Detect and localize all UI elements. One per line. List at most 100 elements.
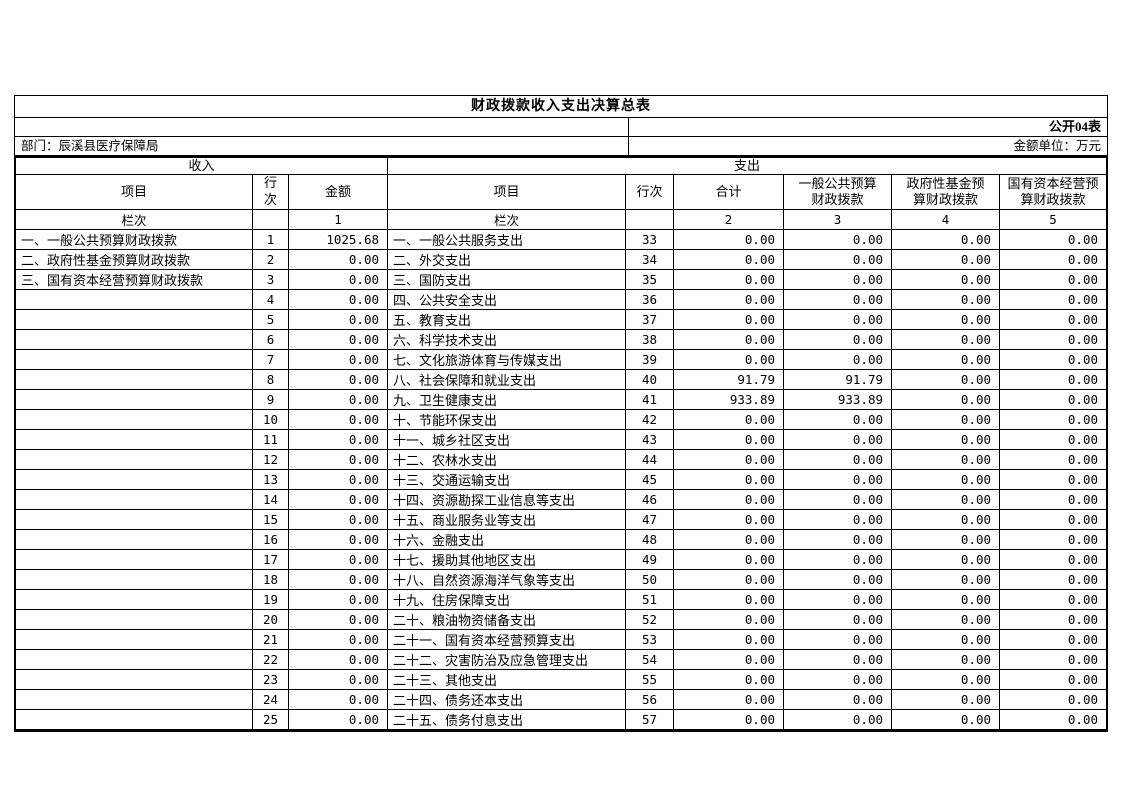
expenditure-general-public-budget: 0.00 bbox=[783, 449, 893, 471]
expenditure-line-no: 49 bbox=[625, 549, 675, 571]
revenue-expenditure-grid: 收入 支出 项目 行次 金额 项目 行次 合计 一般公共预算 财政拨款 政府性基… bbox=[14, 156, 1107, 731]
expenditure-line-no: 40 bbox=[625, 369, 675, 391]
table-row: 22 0.00 二十二、灾害防治及应急管理支出 54 0.00 0.00 0.0… bbox=[15, 649, 1107, 671]
revenue-line-no: 3 bbox=[252, 269, 289, 291]
revenue-item bbox=[15, 589, 253, 611]
expenditure-general-public-budget: 0.00 bbox=[783, 689, 893, 711]
expenditure-item: 二、外交支出 bbox=[387, 249, 627, 271]
expenditure-total: 0.00 bbox=[673, 629, 785, 651]
revenue-line-no: 20 bbox=[252, 609, 289, 631]
expenditure-govt-fund-budget: 0.00 bbox=[891, 649, 1001, 671]
revenue-amount: 0.00 bbox=[287, 329, 389, 351]
revenue-line-no: 23 bbox=[252, 669, 289, 691]
expenditure-item: 十四、资源勘探工业信息等支出 bbox=[387, 489, 627, 511]
expenditure-state-capital-budget: 0.00 bbox=[999, 249, 1107, 271]
expenditure-govt-fund-budget: 0.00 bbox=[891, 569, 1001, 591]
revenue-amount: 0.00 bbox=[287, 409, 389, 431]
expenditure-govt-fund-budget: 0.00 bbox=[891, 709, 1001, 731]
table-row: 10 0.00 十、节能环保支出 42 0.00 0.00 0.00 0.00 bbox=[15, 409, 1107, 431]
expenditure-total: 0.00 bbox=[673, 469, 785, 491]
revenue-line-no: 7 bbox=[252, 349, 289, 371]
revenue-line-no: 18 bbox=[252, 569, 289, 591]
expenditure-line-no: 38 bbox=[625, 329, 675, 351]
expenditure-total: 91.79 bbox=[673, 369, 785, 391]
expenditure-govt-fund-budget: 0.00 bbox=[891, 289, 1001, 311]
expenditure-total: 0.00 bbox=[673, 349, 785, 371]
revenue-amount: 0.00 bbox=[287, 649, 389, 671]
unit-label: 金额单位：万元 bbox=[1013, 139, 1101, 153]
revenue-column-index-label: 栏次 bbox=[15, 209, 253, 231]
column-index-row: 栏次 1 栏次 2 3 4 5 bbox=[15, 209, 1107, 231]
expenditure-line-no: 46 bbox=[625, 489, 675, 511]
revenue-line-no: 16 bbox=[252, 529, 289, 551]
expenditure-govt-fund-budget: 0.00 bbox=[891, 549, 1001, 571]
expenditure-item: 十二、农林水支出 bbox=[387, 449, 627, 471]
expenditure-govt-fund-budget: 0.00 bbox=[891, 689, 1001, 711]
table-row: 二、政府性基金预算财政拨款 2 0.00 二、外交支出 34 0.00 0.00… bbox=[15, 249, 1107, 271]
revenue-amount: 0.00 bbox=[287, 249, 389, 271]
revenue-item: 二、政府性基金预算财政拨款 bbox=[15, 249, 253, 271]
expenditure-general-public-budget: 0.00 bbox=[783, 229, 893, 251]
revenue-amount: 0.00 bbox=[287, 529, 389, 551]
expenditure-total: 0.00 bbox=[673, 309, 785, 331]
expenditure-item: 十九、住房保障支出 bbox=[387, 589, 627, 611]
table-row: 8 0.00 八、社会保障和就业支出 40 91.79 91.79 0.00 0… bbox=[15, 369, 1107, 391]
revenue-amount: 0.00 bbox=[287, 429, 389, 451]
expenditure-line-no: 39 bbox=[625, 349, 675, 371]
expenditure-state-capital-budget: 0.00 bbox=[999, 589, 1107, 611]
table-row: 6 0.00 六、科学技术支出 38 0.00 0.00 0.00 0.00 bbox=[15, 329, 1107, 351]
expenditure-state-capital-budget: 0.00 bbox=[999, 449, 1107, 471]
expenditure-general-public-budget: 0.00 bbox=[783, 469, 893, 491]
revenue-amount: 0.00 bbox=[287, 289, 389, 311]
revenue-item bbox=[15, 669, 253, 691]
expenditure-item: 二十三、其他支出 bbox=[387, 669, 627, 691]
column-index-3: 3 bbox=[783, 209, 893, 231]
expenditure-total: 0.00 bbox=[673, 549, 785, 571]
expenditure-line-no: 43 bbox=[625, 429, 675, 451]
revenue-line-no: 17 bbox=[252, 549, 289, 571]
table-code-row: 公开04表 bbox=[15, 118, 1107, 137]
revenue-line-no: 15 bbox=[252, 509, 289, 531]
expenditure-govt-fund-budget: 0.00 bbox=[891, 369, 1001, 391]
revenue-line-no: 4 bbox=[252, 289, 289, 311]
revenue-amount: 0.00 bbox=[287, 489, 389, 511]
expenditure-state-capital-budget: 0.00 bbox=[999, 329, 1107, 351]
expenditure-column-index-label: 栏次 bbox=[387, 209, 627, 231]
expenditure-line-no: 51 bbox=[625, 589, 675, 611]
expenditure-govt-fund-budget: 0.00 bbox=[891, 429, 1001, 451]
expenditure-general-public-budget: 0.00 bbox=[783, 329, 893, 351]
revenue-amount: 0.00 bbox=[287, 549, 389, 571]
expenditure-general-public-budget: 0.00 bbox=[783, 509, 893, 531]
expenditure-general-public-budget: 0.00 bbox=[783, 489, 893, 511]
expenditure-govt-fund-budget: 0.00 bbox=[891, 629, 1001, 651]
expenditure-govt-fund-budget: 0.00 bbox=[891, 309, 1001, 331]
expenditure-govt-fund-budget: 0.00 bbox=[891, 229, 1001, 251]
revenue-amount: 0.00 bbox=[287, 349, 389, 371]
revenue-line-no: 6 bbox=[252, 329, 289, 351]
expenditure-item: 十三、交通运输支出 bbox=[387, 469, 627, 491]
expenditure-item: 九、卫生健康支出 bbox=[387, 389, 627, 411]
expenditure-govt-fund-budget: 0.00 bbox=[891, 329, 1001, 351]
expenditure-govt-fund-budget: 0.00 bbox=[891, 489, 1001, 511]
revenue-item bbox=[15, 709, 253, 731]
expenditure-state-capital-budget: 0.00 bbox=[999, 649, 1107, 671]
department-row: 部门：辰溪县医疗保障局 金额单位：万元 bbox=[15, 137, 1107, 157]
expenditure-state-capital-budget: 0.00 bbox=[999, 369, 1107, 391]
table-row: 24 0.00 二十四、债务还本支出 56 0.00 0.00 0.00 0.0… bbox=[15, 689, 1107, 711]
expenditure-total: 0.00 bbox=[673, 269, 785, 291]
expenditure-item: 六、科学技术支出 bbox=[387, 329, 627, 351]
expenditure-item: 五、教育支出 bbox=[387, 309, 627, 331]
expenditure-line-no: 35 bbox=[625, 269, 675, 291]
table-row: 4 0.00 四、公共安全支出 36 0.00 0.00 0.00 0.00 bbox=[15, 289, 1107, 311]
expenditure-general-public-budget: 91.79 bbox=[783, 369, 893, 391]
expenditure-line-no: 56 bbox=[625, 689, 675, 711]
table-code-left-cell bbox=[15, 118, 629, 136]
table-row: 12 0.00 十二、农林水支出 44 0.00 0.00 0.00 0.00 bbox=[15, 449, 1107, 471]
table-row: 13 0.00 十三、交通运输支出 45 0.00 0.00 0.00 0.00 bbox=[15, 469, 1107, 491]
expenditure-state-capital-budget: 0.00 bbox=[999, 289, 1107, 311]
table-row: 14 0.00 十四、资源勘探工业信息等支出 46 0.00 0.00 0.00… bbox=[15, 489, 1107, 511]
expenditure-item: 二十一、国有资本经营预算支出 bbox=[387, 629, 627, 651]
revenue-amount: 0.00 bbox=[287, 509, 389, 531]
table-code-label: 公开04表 bbox=[1048, 119, 1101, 134]
expenditure-total: 0.00 bbox=[673, 529, 785, 551]
